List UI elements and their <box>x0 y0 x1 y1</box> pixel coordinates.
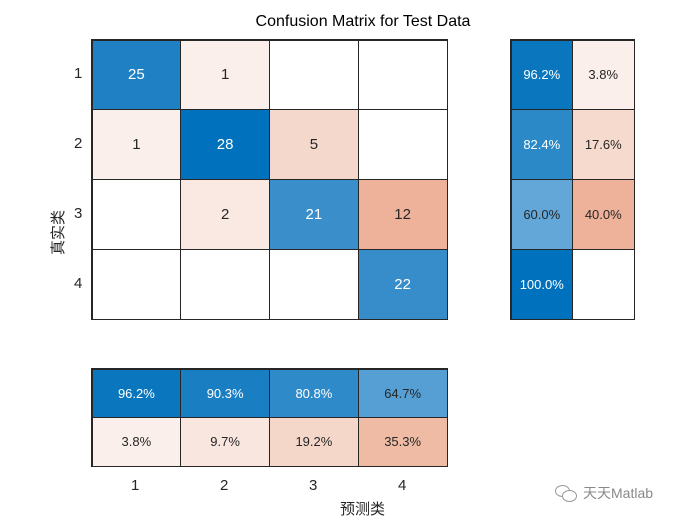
matrix-cell: 3.8% <box>572 39 635 111</box>
y-tick: 3 <box>74 205 83 222</box>
matrix-cell: 21 <box>269 179 359 250</box>
x-tick: 2 <box>220 477 229 494</box>
y-axis-label: 真实类 <box>49 209 67 255</box>
matrix-cell: 1 <box>180 39 270 111</box>
chart-title: Confusion Matrix for Test Data <box>255 13 471 30</box>
matrix-cell: 35.3% <box>357 417 448 467</box>
matrix-cell: 82.4% <box>510 109 573 180</box>
watermark-text: 天天Matlab <box>583 485 654 501</box>
matrix-cell <box>357 39 448 111</box>
matrix-cell: 28 <box>180 109 270 180</box>
matrix-cell: 2 <box>180 179 270 250</box>
matrix-cell <box>91 179 182 250</box>
x-tick: 4 <box>398 477 407 494</box>
matrix-cell: 3.8% <box>91 417 182 467</box>
matrix-cell <box>357 109 448 180</box>
matrix-cell: 96.2% <box>510 39 573 111</box>
matrix-cell: 80.8% <box>269 368 359 418</box>
watermark: 天天Matlab <box>555 483 653 503</box>
y-tick: 1 <box>74 65 83 82</box>
matrix-cell <box>180 248 270 320</box>
matrix-cell: 5 <box>269 109 359 180</box>
matrix-cell <box>269 39 359 111</box>
matrix-cell <box>91 248 182 320</box>
y-tick: 4 <box>74 275 83 292</box>
confusion-matrix-grid: 25 1 1 28 5 2 21 12 22 <box>91 39 448 320</box>
matrix-cell: 25 <box>91 39 182 111</box>
matrix-cell: 12 <box>357 179 448 250</box>
matrix-cell: 90.3% <box>180 368 270 418</box>
x-tick: 1 <box>131 477 140 494</box>
matrix-cell: 40.0% <box>572 179 635 250</box>
matrix-cell: 22 <box>357 248 448 320</box>
column-summary-grid: 96.2% 90.3% 80.8% 64.7% 3.8% 9.7% 19.2% 35.3% <box>91 368 448 467</box>
row-summary-grid: 96.2% 3.8% 82.4% 17.6% 60.0% 40.0% 100.0% <box>510 39 635 320</box>
matrix-cell: 96.2% <box>91 368 182 418</box>
wechat-icon <box>555 485 577 502</box>
matrix-cell <box>269 248 359 320</box>
matrix-cell: 64.7% <box>357 368 448 418</box>
matrix-cell: 60.0% <box>510 179 573 250</box>
matrix-cell: 1 <box>91 109 182 180</box>
matrix-cell: 100.0% <box>510 248 573 320</box>
matrix-cell: 19.2% <box>269 417 359 467</box>
matrix-cell: 9.7% <box>180 417 270 467</box>
y-tick: 2 <box>74 135 83 152</box>
matrix-cell <box>572 248 635 320</box>
x-tick: 3 <box>309 477 318 494</box>
x-axis-label: 预测类 <box>340 500 386 518</box>
matrix-cell: 17.6% <box>572 109 635 180</box>
